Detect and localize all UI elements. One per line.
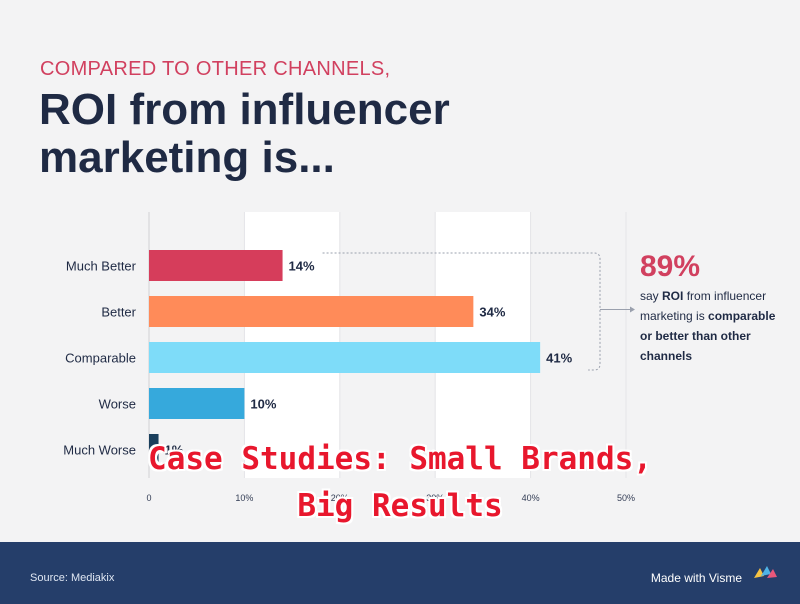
category-label-3: Worse: [99, 397, 136, 412]
category-label-1: Better: [101, 305, 136, 320]
callout-text: say ROI from influencer marketing is com…: [640, 286, 780, 366]
x-tick-label-4: 40%: [522, 493, 540, 503]
callout-percent: 89%: [640, 250, 701, 283]
value-label-3: 10%: [250, 397, 276, 412]
callout-line1: say: [640, 289, 663, 303]
visme-logo-icon: [754, 566, 777, 578]
bar-chart: Much Better 14% Better 34% Comparable 41% Wors…: [63, 212, 635, 503]
bar-1: [149, 296, 474, 327]
x-tick-label-5: 50%: [617, 493, 635, 503]
callout-line2: from influencer marketing is: [640, 289, 767, 323]
category-label-4: Much Worse: [63, 443, 136, 458]
callout-bold1: ROI: [662, 289, 684, 303]
value-label-0: 14%: [289, 259, 315, 274]
overlay-caption: Case Studies: Small Brands, Big Results: [148, 441, 652, 524]
bar-4: [149, 434, 159, 465]
made-with-text[interactable]: Made with Visme: [650, 571, 742, 585]
value-label-4: 1%: [165, 443, 184, 458]
callout-arrow-icon: [630, 306, 635, 313]
bar-3: [149, 388, 245, 419]
chart-kicker: COMPARED TO OTHER CHANNELS,: [40, 58, 391, 80]
x-tick-label-0: 0: [146, 493, 151, 503]
callout-bracket: [322, 252, 601, 371]
bar-0: [149, 250, 283, 281]
category-label-2: Comparable: [65, 351, 136, 366]
chart-title: ROI from influencer marketing is...: [39, 85, 450, 182]
x-tick-label-1: 10%: [235, 493, 253, 503]
callout-bold2: comparable or better than other channels: [640, 309, 776, 363]
source-text: Source: Mediakix: [30, 572, 115, 584]
bar-2: [149, 342, 541, 373]
value-label-1: 34%: [479, 305, 505, 320]
footer-bar: Source: Mediakix Made with Visme: [0, 542, 800, 604]
category-label-0: Much Better: [66, 259, 137, 274]
value-label-2: 41%: [546, 351, 572, 366]
x-tick-label-3: 30%: [426, 493, 444, 503]
x-tick-label-2: 20%: [331, 493, 349, 503]
